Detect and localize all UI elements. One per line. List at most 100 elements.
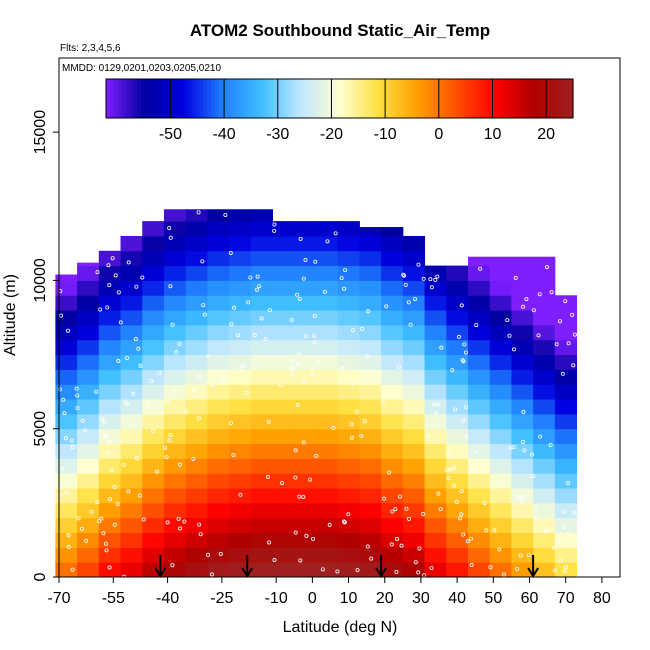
heat-cell	[337, 295, 360, 311]
colorbar-segment	[518, 79, 524, 118]
sample-dot	[97, 519, 102, 524]
colorbar-segment	[300, 79, 306, 118]
sample-dot	[536, 333, 541, 338]
heat-cell	[359, 517, 382, 534]
sample-dot	[248, 275, 253, 280]
heat-cell	[446, 399, 469, 415]
heat-cell	[424, 280, 447, 296]
heat-cell	[294, 324, 317, 341]
heat-cell	[511, 354, 534, 370]
heat-cell	[98, 310, 122, 326]
sample-dot	[416, 570, 421, 575]
x-axis-label: Latitude (deg N)	[283, 619, 398, 636]
sample-dot	[531, 473, 536, 478]
heat-cell	[294, 443, 317, 459]
heat-cell	[315, 488, 339, 504]
colorbar-segment	[479, 79, 485, 118]
sample-dot	[301, 276, 306, 281]
heat-cell	[402, 280, 426, 296]
heat-cell	[359, 235, 382, 252]
sample-dot	[263, 337, 268, 342]
sample-dot	[554, 342, 559, 347]
heat-cell	[272, 399, 295, 415]
heat-cell	[467, 310, 491, 326]
heat-cell	[294, 532, 317, 548]
heat-cell	[207, 221, 230, 237]
colorbar-segment	[417, 79, 422, 118]
sample-dot	[102, 420, 107, 425]
colorbar-segment	[211, 79, 216, 118]
sample-dot	[202, 312, 207, 317]
heat-cell	[120, 562, 143, 578]
heat-cell	[489, 399, 512, 415]
colorbar-tick-label: -40	[213, 126, 236, 143]
sample-dot	[177, 341, 182, 346]
sample-dot	[515, 567, 520, 572]
heat-cell	[489, 339, 512, 356]
heat-cell	[77, 488, 100, 504]
sample-dot	[108, 497, 113, 502]
sample-dot	[349, 422, 354, 427]
sample-dot	[445, 451, 450, 456]
heat-cell	[424, 369, 447, 385]
x-tick-label: 10	[340, 590, 358, 607]
heat-cell	[77, 473, 100, 489]
sample-dot	[355, 568, 360, 573]
sample-dot	[218, 551, 223, 556]
colorbar-segment	[561, 79, 566, 118]
sample-dot	[176, 516, 181, 521]
colorbar-segment	[464, 79, 469, 118]
heat-cell	[163, 428, 187, 445]
heat-cell	[55, 399, 78, 415]
sample-dot	[451, 483, 456, 488]
sample-dot	[519, 499, 524, 504]
sample-dot	[450, 368, 455, 373]
sample-dot	[61, 397, 66, 402]
x-tick-label: -10	[265, 590, 288, 607]
heat-cell	[554, 458, 578, 474]
heat-cell	[489, 458, 512, 474]
colorbar-segment	[296, 79, 302, 118]
heat-cell	[315, 324, 339, 341]
sample-dot	[101, 531, 106, 536]
sample-dot	[252, 333, 257, 338]
heat-cell	[554, 488, 578, 504]
heat-cell	[294, 265, 317, 281]
sample-dot	[164, 455, 169, 460]
sample-dot	[572, 332, 577, 337]
heat-cell	[467, 265, 491, 281]
heat-cell	[359, 384, 382, 400]
y-tick-label: 5000	[32, 411, 49, 447]
sample-dot	[524, 297, 529, 302]
heat-cell	[77, 265, 100, 281]
heat-cell	[381, 473, 404, 489]
sample-dot	[343, 268, 348, 273]
sample-dot	[210, 383, 215, 388]
heat-cell	[98, 399, 122, 415]
sample-dot	[168, 235, 173, 240]
heat-cell	[98, 339, 122, 356]
heat-cell	[77, 369, 100, 385]
colorbar-tick-label: 20	[537, 126, 555, 143]
plot-frame	[58, 57, 621, 578]
sample-dot	[289, 318, 294, 323]
heat-cell	[511, 532, 534, 548]
heat-cell	[533, 256, 556, 267]
heat-cell	[359, 227, 382, 237]
heat-cell	[381, 339, 404, 356]
sample-dot	[558, 558, 563, 563]
sample-dot	[315, 360, 320, 365]
heat-cell	[250, 488, 274, 504]
heat-cell	[250, 280, 274, 296]
heat-cell	[359, 295, 382, 311]
heat-cell	[229, 399, 252, 415]
heat-cell	[359, 532, 382, 548]
heat-cell	[489, 354, 512, 370]
sample-dot	[446, 475, 451, 480]
sample-dot	[301, 379, 306, 384]
sample-dot	[100, 416, 105, 421]
heat-cell	[207, 428, 230, 445]
heat-cell	[359, 280, 382, 296]
heat-cell	[511, 562, 534, 578]
heat-cell	[55, 443, 78, 459]
